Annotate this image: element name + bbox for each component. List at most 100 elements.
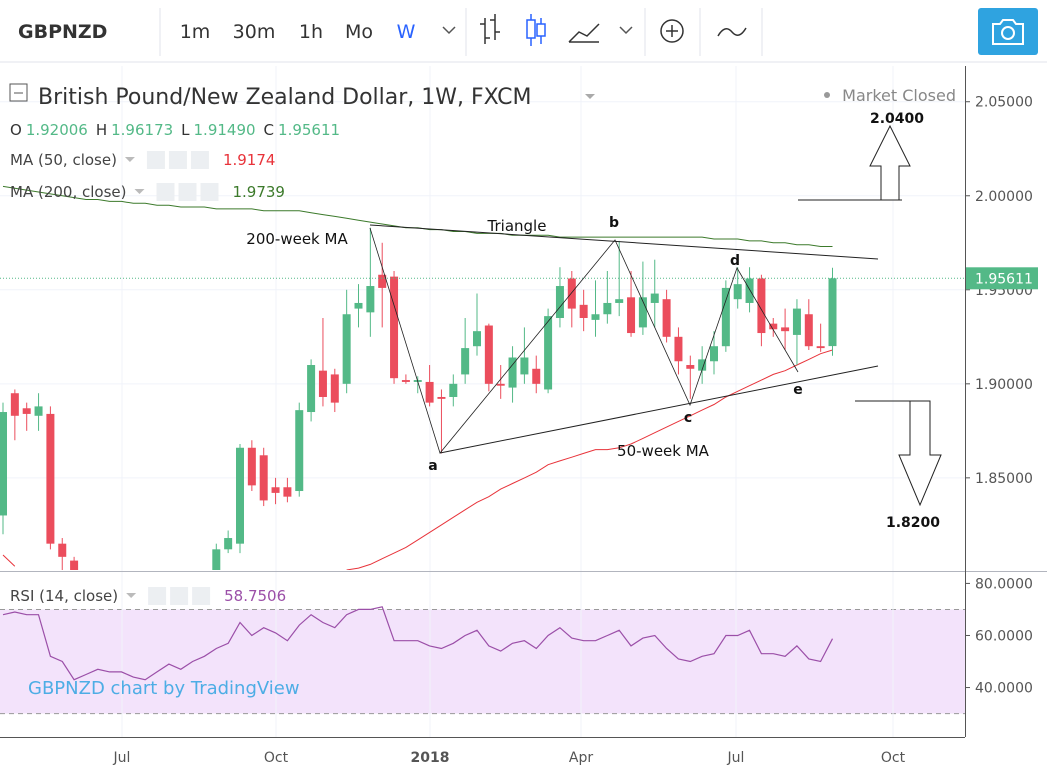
candle-body xyxy=(757,278,766,334)
up-arrow xyxy=(869,124,911,201)
candle-body xyxy=(449,383,458,397)
candle-body xyxy=(698,359,707,371)
candle-body xyxy=(745,278,754,303)
candle-body xyxy=(733,284,742,300)
collapse-icon[interactable] xyxy=(9,83,28,102)
candle-body xyxy=(579,304,588,318)
candle-body xyxy=(318,370,327,397)
title-menu[interactable] xyxy=(585,94,595,99)
candle-body xyxy=(295,410,304,492)
snapshot-button[interactable] xyxy=(978,8,1038,55)
rsi-plot xyxy=(2,606,834,681)
candle-body xyxy=(366,286,375,313)
x-tick-label: Jul xyxy=(727,750,745,766)
candle-body xyxy=(484,325,493,384)
candle-body xyxy=(781,327,790,332)
interval-button[interactable]: W xyxy=(397,21,416,43)
ohlc-key: C xyxy=(264,121,274,139)
remove-icon[interactable] xyxy=(192,587,211,605)
candle-body xyxy=(212,549,221,570)
indicator-icon[interactable] xyxy=(660,19,684,43)
area-style-icon[interactable] xyxy=(568,23,600,43)
ohlc-value: 1.95611 xyxy=(278,121,340,139)
candle-body xyxy=(721,287,730,347)
ohlc-key: L xyxy=(181,121,190,139)
indicator-value: 1.9739 xyxy=(232,183,285,201)
symbol[interactable]: GBPNZD xyxy=(18,21,107,43)
interval-button[interactable]: 30m xyxy=(233,21,276,43)
rsi-line xyxy=(2,606,834,681)
dropdown-icon[interactable] xyxy=(619,26,633,35)
settings-icon[interactable] xyxy=(168,151,187,169)
ohlc-key: O xyxy=(10,121,22,139)
price-pane xyxy=(0,185,965,570)
interval-group: 1m 30m 1h Mo W xyxy=(180,21,416,43)
annotation: 200-week MA xyxy=(246,230,348,248)
annotation: a xyxy=(428,458,437,474)
eye-icon[interactable] xyxy=(156,183,175,201)
down-arrow xyxy=(898,400,942,507)
indicator-menu[interactable] xyxy=(134,189,145,194)
candle-body xyxy=(591,314,600,320)
indicator-menu[interactable] xyxy=(126,593,137,598)
candle-body xyxy=(686,365,695,369)
last-price-label: 1.95611 xyxy=(975,271,1033,287)
settings-icon[interactable] xyxy=(178,183,197,201)
ma-line xyxy=(2,349,833,570)
candle-style-icon[interactable] xyxy=(526,14,546,46)
remove-icon[interactable] xyxy=(200,183,219,201)
y-tick-label: 60.0000 xyxy=(975,628,1033,644)
candle-body xyxy=(283,487,292,497)
candle-body xyxy=(816,346,825,349)
dropdown-icon[interactable] xyxy=(442,26,456,35)
candle-body xyxy=(224,538,233,550)
y-tick-label: 1.90000 xyxy=(975,377,1033,393)
triangle-upper-line xyxy=(369,224,879,260)
candle-body xyxy=(828,278,837,347)
annotation: d xyxy=(730,253,740,269)
annotation: 1.8200 xyxy=(886,515,940,531)
eye-icon[interactable] xyxy=(148,587,167,605)
candle-body xyxy=(10,393,19,416)
candle-body xyxy=(508,357,517,388)
eye-icon[interactable] xyxy=(146,151,165,169)
compare-icon[interactable] xyxy=(717,27,747,37)
indicator-value: 1.9174 xyxy=(223,151,276,169)
rsi-band-group xyxy=(0,608,965,715)
interval-button[interactable]: Mo xyxy=(345,21,373,43)
indicator-menu[interactable] xyxy=(124,157,135,162)
annotation: 2.0400 xyxy=(870,111,924,127)
candle-body xyxy=(804,314,813,347)
candle-body xyxy=(544,316,553,390)
candle-body xyxy=(70,560,79,570)
indicator-name: MA (200, close) xyxy=(10,183,126,201)
candle-body xyxy=(567,278,576,309)
drawings xyxy=(369,124,942,507)
x-tick-label: Jul xyxy=(113,750,131,766)
annotation: c xyxy=(684,410,692,426)
y-tick-label: 2.00000 xyxy=(975,189,1033,205)
candle-body xyxy=(769,323,778,330)
candle-body xyxy=(236,447,244,544)
wave-line xyxy=(369,227,799,454)
interval-button[interactable]: 1h xyxy=(299,21,323,43)
indicator-name: RSI (14, close) xyxy=(10,587,118,605)
candle-body xyxy=(461,348,470,375)
watermark: GBPNZD chart by TradingView xyxy=(28,678,300,699)
candle-body xyxy=(615,299,624,303)
settings-icon[interactable] xyxy=(170,587,189,605)
candle-body xyxy=(307,365,316,413)
bar-style-icon[interactable] xyxy=(480,14,500,44)
market-status: Market Closed xyxy=(842,86,956,105)
candle-body xyxy=(390,276,399,379)
chart-title: British Pound/New Zealand Dollar, 1W, FX… xyxy=(38,85,532,110)
remove-icon[interactable] xyxy=(190,151,209,169)
status-dot xyxy=(824,92,830,98)
candle-body xyxy=(437,396,446,399)
candle-body xyxy=(792,308,801,335)
x-tick-label: Oct xyxy=(264,750,289,766)
interval-button[interactable]: 1m xyxy=(180,21,211,43)
ohlc-value: 1.96173 xyxy=(111,121,173,139)
